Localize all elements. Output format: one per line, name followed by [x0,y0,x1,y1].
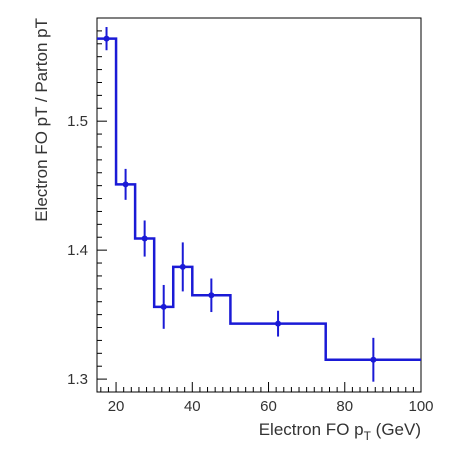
y-tick-label: 1.5 [67,113,88,130]
x-tick-label: 80 [336,398,353,415]
data-point [275,320,282,327]
data-point [141,235,148,242]
data-point [179,263,186,270]
x-tick-label: 20 [108,398,125,415]
data-point [208,292,215,299]
x-tick-label: 100 [408,398,433,415]
data-point [103,35,110,42]
x-tick-label: 40 [184,398,201,415]
data-point [160,303,167,310]
y-tick-label: 1.4 [67,242,88,259]
x-axis-title: Electron FO pT (GeV) [259,420,421,443]
histogram-step-line [97,37,421,362]
x-tick-label: 60 [260,398,277,415]
y-tick-label: 1.3 [67,371,88,388]
data-point [122,181,129,188]
plot-frame [96,17,422,393]
data-point [370,356,377,363]
y-axis-title: Electron FO pT / Parton pT [32,18,51,222]
